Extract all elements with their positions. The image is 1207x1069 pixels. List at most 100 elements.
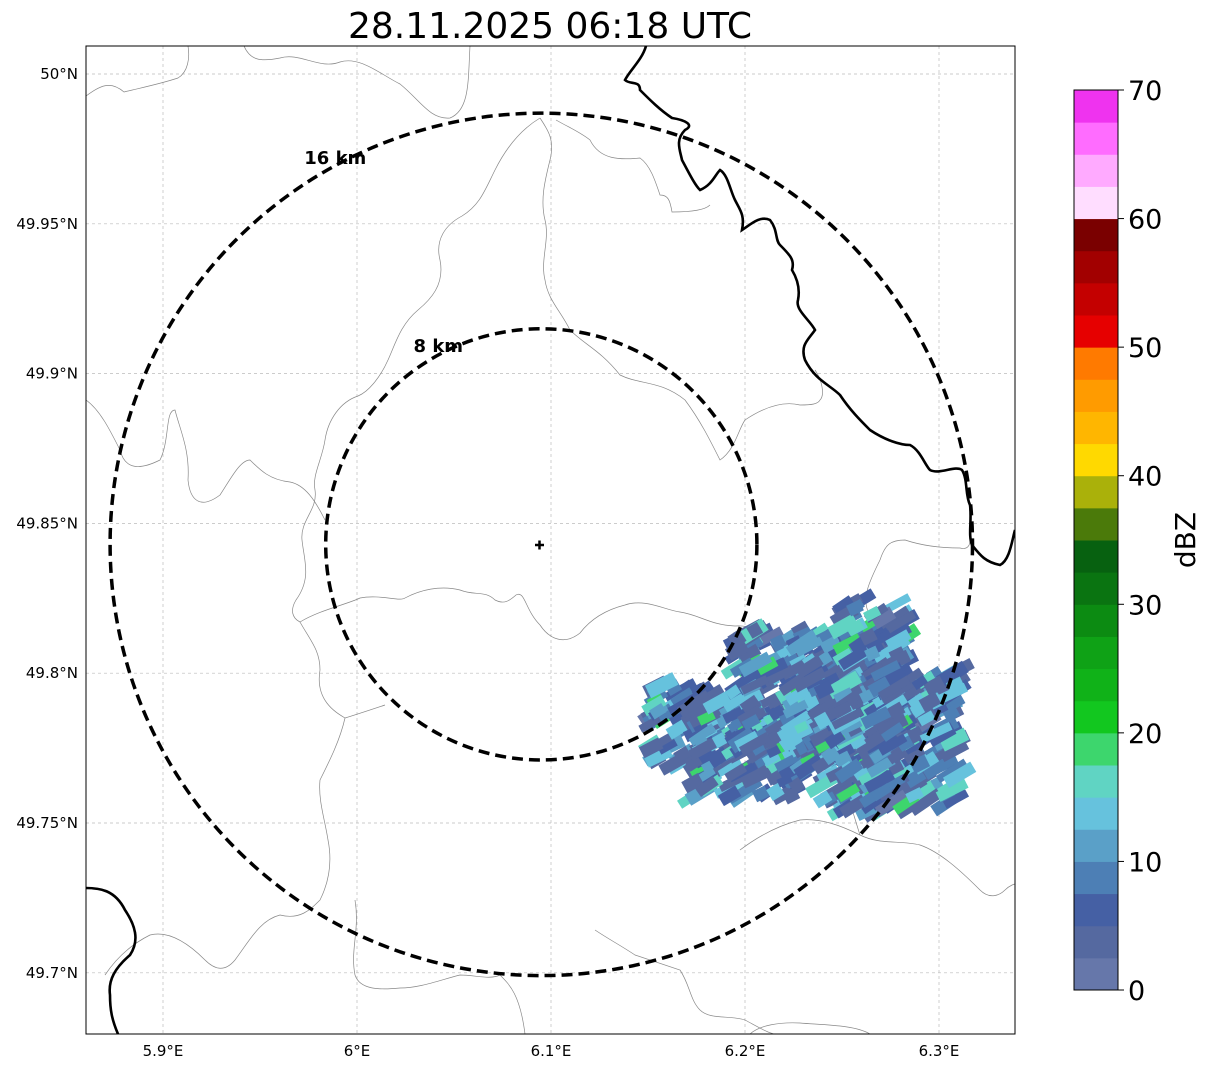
echo-cell	[793, 753, 825, 780]
longitude-ticks: 5.9°E 6°E 6.1°E 6.2°E 6.3°E	[143, 1042, 960, 1060]
echo-cell	[766, 769, 785, 786]
colorbar-segment	[1074, 957, 1118, 991]
colorbar-segment	[1074, 925, 1118, 959]
colorbar-segment	[1074, 475, 1118, 509]
national-border-line	[623, 46, 1015, 567]
echo-cell	[906, 725, 925, 744]
echo-cell	[676, 690, 712, 718]
lat-tick-label: 49.9°N	[26, 365, 78, 383]
echo-cell	[872, 647, 893, 665]
colorbar-tick-label: 30	[1128, 590, 1162, 621]
echo-cell	[838, 644, 871, 671]
echo-cell	[870, 660, 901, 682]
echo-cell	[782, 699, 809, 719]
echo-cell	[871, 783, 893, 802]
echo-cell	[695, 776, 719, 797]
colorbar-segment	[1074, 572, 1118, 605]
echo-cell	[751, 785, 770, 803]
echo-cell	[922, 758, 949, 780]
echo-cell	[681, 773, 704, 794]
colorbar-segment	[1074, 347, 1118, 380]
colorbar-segment	[1074, 250, 1118, 284]
map-title: 28.11.2025 06:18 UTC	[347, 6, 753, 47]
admin-boundaries	[86, 46, 1015, 1034]
echo-cell	[832, 595, 856, 618]
echo-cell	[879, 620, 913, 646]
colorbar-segment	[1074, 700, 1118, 734]
lat-tick-label: 49.95°N	[16, 215, 78, 233]
echo-cell	[784, 689, 802, 706]
echo-cell	[688, 723, 717, 747]
admin-boundary-line	[539, 117, 823, 461]
echo-cell	[923, 675, 946, 697]
echo-cell	[945, 676, 964, 691]
echo-cell	[813, 711, 832, 730]
echo-cell	[739, 694, 762, 716]
colorbar-segment	[1074, 315, 1118, 348]
echo-cell	[724, 763, 748, 783]
echo-cell	[878, 733, 908, 756]
echo-cell	[860, 706, 892, 730]
colorbar-segment	[1074, 668, 1118, 702]
colorbar-segment	[1074, 765, 1118, 798]
echo-cell	[738, 651, 773, 678]
map-frame	[85, 45, 1016, 1035]
echo-cell	[876, 713, 909, 738]
colorbar-segment	[1074, 411, 1118, 445]
echo-cell	[832, 633, 863, 657]
echo-cell	[759, 729, 784, 750]
echo-cell	[887, 748, 905, 765]
colorbar-segment	[1074, 829, 1118, 862]
echo-cell	[826, 670, 863, 700]
echo-cell	[644, 672, 679, 699]
echo-cell	[638, 737, 664, 759]
echo-cell	[697, 709, 716, 726]
national-border	[86, 46, 1015, 1034]
echo-cell	[935, 778, 969, 802]
range-rings: 16 km 8 km	[108, 111, 975, 978]
colorbar-segment	[1074, 636, 1118, 670]
echo-cell	[702, 689, 736, 715]
echo-cell	[820, 745, 841, 766]
colorbar-tick-label: 10	[1128, 847, 1162, 878]
lat-tick-label: 49.85°N	[16, 514, 78, 532]
echo-cell	[769, 634, 788, 652]
echo-cell	[866, 755, 896, 778]
lat-tick-label: 50°N	[40, 65, 78, 83]
echo-cell	[832, 647, 854, 666]
echo-cell	[741, 714, 761, 731]
echo-cell	[755, 656, 779, 676]
echo-cell	[907, 692, 925, 709]
colorbar-tick-label: 50	[1128, 333, 1162, 364]
colorbar-segment	[1074, 154, 1118, 187]
echo-cell	[936, 660, 969, 688]
colorbar-segment	[1074, 861, 1118, 895]
echo-cell	[917, 710, 936, 727]
echo-cell	[831, 707, 864, 730]
echo-cell	[939, 727, 970, 752]
colorbar-segment	[1074, 732, 1118, 766]
lat-tick-label: 49.8°N	[26, 664, 78, 682]
colorbar-segment	[1074, 893, 1118, 927]
echo-cell	[673, 745, 692, 763]
echo-cell	[942, 761, 977, 788]
echo-cell	[845, 618, 865, 637]
admin-boundary-line	[749, 1022, 871, 1034]
echo-cell	[846, 599, 864, 617]
echo-cell	[862, 605, 882, 622]
lon-tick-label: 6°E	[344, 1042, 371, 1060]
echo-cell	[739, 764, 771, 789]
admin-boundary-line	[86, 46, 190, 97]
echo-cell	[738, 731, 772, 756]
echo-cell	[886, 774, 906, 791]
echo-cell	[870, 606, 897, 630]
admin-boundary-line	[594, 929, 776, 1034]
echo-cell	[836, 783, 860, 803]
colorbar-segment	[1074, 443, 1118, 477]
echo-cell	[794, 636, 824, 658]
echo-cell	[830, 701, 852, 718]
echo-cell	[794, 720, 809, 734]
echo-cell	[812, 790, 833, 809]
lat-tick-label: 49.75°N	[16, 814, 78, 832]
lat-tick-label: 49.7°N	[26, 964, 78, 982]
